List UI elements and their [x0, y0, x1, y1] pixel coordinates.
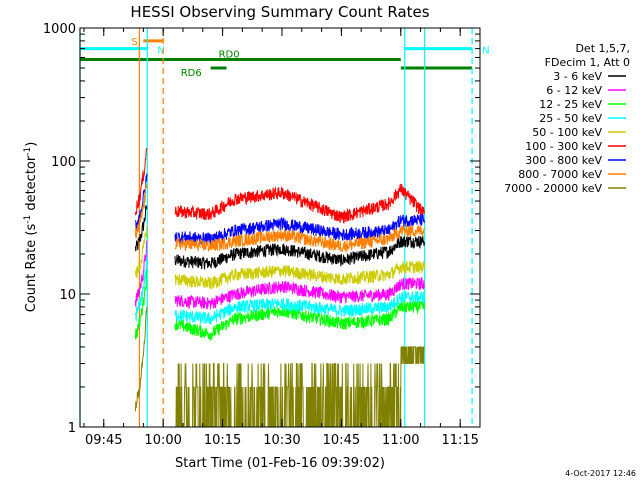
legend-label-6: 300 - 800 keV [525, 154, 602, 167]
series-1 [134, 240, 425, 310]
y-axis-label: Count Rate (s-1 detector-1) [23, 142, 39, 313]
series-7 [134, 183, 425, 253]
series-1-segment-main [174, 276, 425, 310]
y-tick-label-0: 1 [68, 421, 76, 436]
legend-header-0: Det 1,5,7, [575, 42, 630, 55]
legend-label-2: 12 - 25 keV [539, 98, 602, 111]
series-4-segment-pre [134, 225, 148, 279]
series-1-segment-pre [134, 240, 148, 307]
series-5-segment-pre [134, 147, 148, 216]
legend-label-3: 25 - 50 keV [539, 112, 602, 125]
x-tick-label-0: 09:45 [85, 433, 122, 448]
series-5 [134, 147, 425, 224]
chart-title: HESSI Observing Summary Count Rates [130, 3, 429, 21]
legend-label-4: 50 - 100 keV [532, 126, 602, 139]
series-2-segment-main [174, 299, 425, 341]
flag-label-3: RD0 [219, 49, 240, 60]
flag-label-1: N [157, 46, 164, 57]
y-tick-label-3: 1000 [43, 22, 76, 37]
flag-label-2: N [482, 46, 489, 57]
x-tick-label-5: 11:00 [382, 433, 419, 448]
series-7-segment-main [174, 223, 425, 253]
series-8-segment-pre [134, 306, 148, 412]
series-3 [134, 259, 425, 325]
series-4-segment-main [174, 260, 425, 289]
plot-frame [79, 27, 481, 428]
legend-label-5: 100 - 300 keV [525, 140, 602, 153]
y-axis-label-mid: detector [24, 155, 39, 215]
y-tick-label-1: 10 [59, 288, 76, 303]
series-7-segment-pre [134, 183, 148, 239]
series-0-segment-main [174, 235, 425, 270]
series-3-segment-pre [134, 259, 148, 322]
flag-label-4: RD6 [181, 68, 202, 79]
y-tick-label-2: 100 [51, 155, 76, 170]
x-tick-label-3: 10:30 [263, 433, 300, 448]
y-axis-label-sup-2: -1 [23, 147, 33, 156]
y-axis-label-end: ) [24, 142, 39, 147]
legend-header-1: FDecim 1, Att 0 [545, 56, 630, 69]
axes: 09:45 10:00 10:15 10:30 10:45 11:00 11:15 1 10 10… [43, 22, 481, 448]
x-tick-label-6: 11:15 [441, 433, 478, 448]
series-0-segment-pre [134, 205, 148, 252]
y-axis-label-sup: -1 [23, 215, 33, 224]
x-tick-label-1: 10:00 [144, 433, 181, 448]
x-axis-label: Start Time (01-Feb-16 09:39:02) [175, 456, 385, 471]
flag-layer: S N N RD0 RD6 [80, 37, 490, 79]
series-4 [134, 225, 425, 289]
footer-date: 4-Oct-2017 12:46 [565, 469, 636, 478]
series-2-segment-pre [134, 269, 148, 340]
x-tick-label-4: 10:45 [323, 433, 360, 448]
series-2 [134, 269, 425, 341]
legend-label-1: 6 - 12 keV [546, 84, 602, 97]
flag-label-0: S [131, 37, 137, 48]
legend-label-8: 7000 - 20000 keV [504, 182, 602, 195]
legend-label-7: 800 - 7000 keV [518, 168, 602, 181]
series-3-segment-main [174, 290, 425, 325]
series-8-segment-main [175, 346, 425, 428]
series-0 [134, 205, 425, 270]
legend-label-0: 3 - 6 keV [553, 70, 602, 83]
series-5-segment-main [174, 183, 425, 224]
series-layer [134, 147, 425, 428]
series-6-segment-main [174, 213, 425, 246]
x-tick-label-2: 10:15 [204, 433, 241, 448]
